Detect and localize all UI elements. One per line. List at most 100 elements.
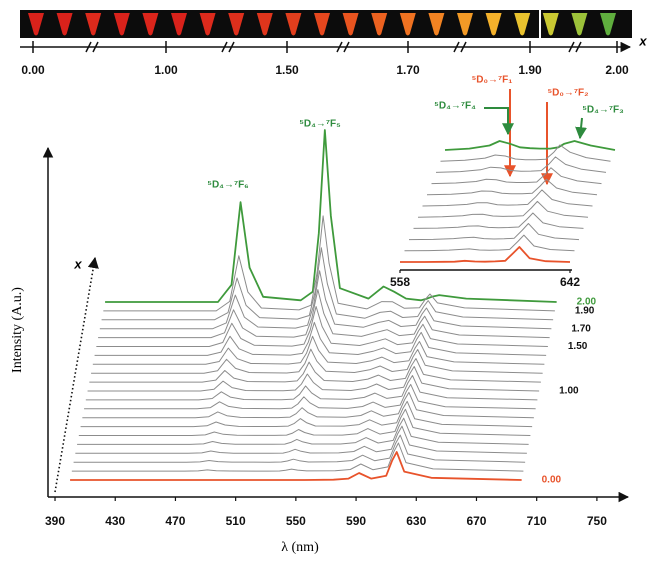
vial <box>542 13 559 36</box>
x-tick-label: 510 <box>226 514 246 528</box>
vial <box>171 13 187 36</box>
row-label: 1.70 <box>571 323 591 334</box>
x-axis-label: λ (nm) <box>281 540 319 555</box>
vial <box>600 13 616 36</box>
x-tick-label: 642 <box>560 275 580 289</box>
spectrum-line <box>82 391 534 419</box>
vial <box>56 13 73 36</box>
row-label: 2.00 <box>577 297 597 308</box>
depth-label: x <box>73 256 82 271</box>
bar-tick-label: 2.00 <box>605 63 629 77</box>
axis-break <box>453 41 467 53</box>
spectrum-line <box>92 335 545 365</box>
spectrum-line <box>417 200 589 218</box>
axis-break <box>221 41 235 53</box>
bar-tick-label: 1.70 <box>396 63 420 77</box>
spectrum-line <box>84 383 536 410</box>
x-tick-label: 430 <box>105 514 125 528</box>
bar-tick-label: 0.00 <box>21 63 45 77</box>
axis-break <box>85 41 99 53</box>
annotation-arrow <box>575 117 588 140</box>
x-tick-label: 470 <box>165 514 185 528</box>
vial <box>28 13 44 36</box>
vial <box>228 13 245 36</box>
x-tick-label: 550 <box>286 514 306 528</box>
spectrum-line <box>440 144 611 162</box>
vial <box>314 13 330 36</box>
x-tick-label: 630 <box>406 514 426 528</box>
vial <box>399 13 416 36</box>
inset-annotation: ⁵D₀→⁷F₂ <box>547 88 588 99</box>
vials <box>28 13 616 36</box>
x-tick-label: 590 <box>346 514 366 528</box>
spectrum-line <box>422 189 593 207</box>
vial <box>342 13 359 36</box>
spectrum-line <box>91 348 543 374</box>
axis-break <box>568 41 582 53</box>
spectrum-line <box>444 140 616 151</box>
row-label: 1.00 <box>559 386 579 397</box>
spectrum-line <box>431 167 602 185</box>
spectrum-line <box>77 417 529 445</box>
vial <box>142 13 159 36</box>
row-label: 1.50 <box>568 341 588 352</box>
spectrum-line <box>99 270 552 330</box>
row-label: 0.00 <box>542 475 562 486</box>
x-tick-label: 390 <box>45 514 65 528</box>
spectrum-line <box>426 178 598 196</box>
spectrum-line <box>94 321 547 356</box>
spectrum-line <box>89 358 541 383</box>
spectrum-line <box>87 366 540 392</box>
spectrum-line <box>404 234 575 252</box>
spectrum-line <box>435 156 607 173</box>
bar-axis-label: x <box>638 33 647 48</box>
spectrum-line <box>408 223 580 241</box>
annotation-arrow <box>484 107 514 136</box>
x-tick-label: 750 <box>587 514 607 528</box>
spectrum-line <box>400 246 571 263</box>
spectrum-line <box>105 129 557 303</box>
spectrum-line <box>73 434 526 463</box>
vial <box>428 13 445 36</box>
bar-tick-label: 1.50 <box>275 63 299 77</box>
x-tick-label: 670 <box>466 514 486 528</box>
plot-area: 390 430 470 510 550 590 630 670 710 750 2.001.90 1.… <box>45 129 616 528</box>
inset-annotation: ⁵D₄→⁷F₃ <box>582 105 624 116</box>
spectrum-line <box>80 400 533 428</box>
spectrum-line <box>78 408 531 436</box>
spectrum-line <box>98 289 550 339</box>
bar-tick-label: 1.00 <box>154 63 178 77</box>
vial <box>485 13 502 36</box>
peak-annotation: ⁵D₄→⁷F₅ <box>299 119 341 130</box>
peak-annotation: ⁵D₄→⁷F₆ <box>207 180 248 191</box>
x-tick-label: 710 <box>527 514 547 528</box>
vial <box>199 13 216 36</box>
inset-annotation: ⁵D₄→⁷F₄ <box>434 101 476 112</box>
y-axis-label: Intensity (A.u.) <box>10 287 25 373</box>
x-tick-label: 558 <box>390 275 410 289</box>
spectrum-line <box>101 247 554 321</box>
vial <box>113 13 130 36</box>
spectrum-line <box>75 425 527 454</box>
spectrum-line <box>96 306 548 347</box>
row-label: 1.90 <box>575 306 595 317</box>
vial <box>285 13 302 36</box>
vial <box>514 13 531 36</box>
axis-breaks: 0.00 1.00 1.50 1.70 1.90 2.00 <box>21 41 629 77</box>
vial <box>457 13 473 36</box>
spectrum-line <box>70 451 522 481</box>
spectrum-line <box>71 442 524 472</box>
axis-break <box>336 41 350 53</box>
spectrum-line <box>85 375 538 401</box>
vial <box>85 13 102 36</box>
bar-tick-label: 1.90 <box>518 63 542 77</box>
depth-axis <box>54 256 99 493</box>
spectrum-line <box>413 212 584 229</box>
vial <box>571 13 588 36</box>
spectrum-line <box>103 215 555 312</box>
vial <box>371 13 388 36</box>
inset-annotation: ⁵D₀→⁷F₁ <box>472 75 513 86</box>
vial <box>256 13 273 36</box>
